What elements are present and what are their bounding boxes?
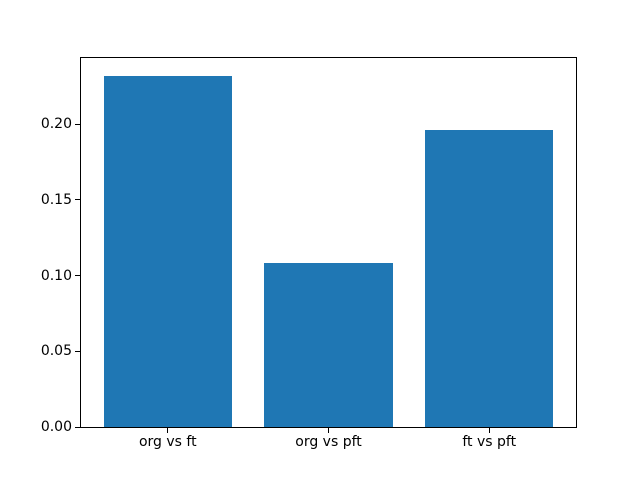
y-tick-label: 0.10: [40, 267, 72, 284]
x-tick-label-org-vs-ft: org vs ft: [138, 434, 197, 450]
x-tick-label-org-vs-pft: org vs pft: [295, 434, 362, 450]
y-tick-mark: [75, 275, 80, 277]
x-tick-label-ft-vs-pft: ft vs pft: [462, 434, 517, 450]
y-tick-label: 0.20: [40, 116, 72, 133]
x-tick-mark: [167, 428, 169, 433]
y-tick-mark: [75, 350, 80, 352]
y-tick-label: 0.00: [40, 419, 72, 435]
y-tick-mark: [75, 199, 80, 201]
bar-org-vs-ft: [103, 75, 233, 427]
y-tick-label: 0.15: [40, 191, 72, 208]
y-tick-mark: [75, 123, 80, 125]
bar-org-vs-pft: [264, 263, 393, 427]
bar-ft-vs-pft: [424, 130, 554, 427]
plot-area: 0.00 0.05 0.10 0.15 0.20 org vs ft org vs pft f…: [41, 57, 577, 449]
x-tick-mark: [328, 428, 329, 433]
y-tick-label: 0.05: [40, 343, 72, 360]
y-tick-mark: [75, 426, 80, 428]
x-tick-mark: [488, 428, 490, 433]
